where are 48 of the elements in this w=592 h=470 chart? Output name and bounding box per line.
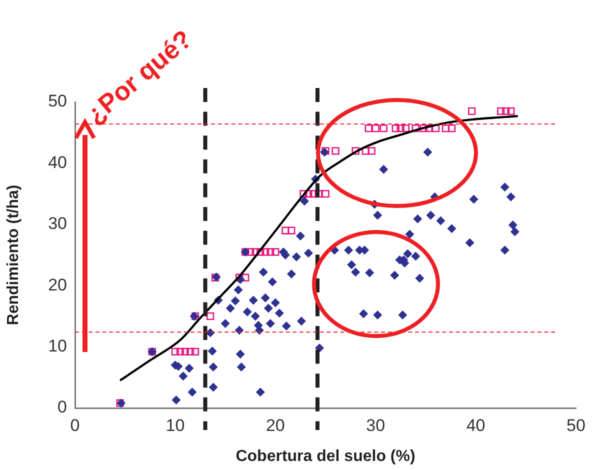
point: [288, 226, 296, 234]
point: [448, 124, 456, 132]
y-tick-label: 50: [48, 92, 67, 111]
point: [497, 107, 505, 116]
point: [412, 124, 420, 132]
x-tick-label: 0: [70, 416, 80, 435]
y-tick-label: 40: [48, 152, 67, 172]
point: [272, 248, 280, 256]
point: [392, 124, 400, 132]
point: [364, 124, 372, 132]
point: [176, 348, 184, 356]
point: [380, 124, 388, 132]
point: [262, 248, 270, 256]
point: [242, 274, 250, 282]
point: [332, 147, 340, 155]
point: [372, 124, 380, 132]
point: [171, 348, 180, 356]
x-tick-label: 20: [266, 416, 285, 435]
point: [502, 107, 510, 116]
point: [442, 124, 450, 132]
x-tick-label: 10: [166, 416, 185, 435]
point: [402, 124, 410, 132]
y-tick-label: 0: [58, 398, 67, 417]
point: [396, 124, 404, 132]
y-tick-label: 10: [48, 336, 67, 356]
point: [368, 147, 376, 155]
y-tick-label: 30: [48, 214, 67, 234]
x-tick-label: 50: [566, 416, 586, 435]
point: [206, 312, 214, 320]
point: [186, 348, 194, 356]
point: [362, 147, 370, 155]
point: [282, 226, 290, 234]
point: [420, 124, 428, 132]
point: [266, 248, 274, 256]
point: [322, 190, 330, 198]
point: [191, 348, 200, 356]
point: [181, 348, 190, 356]
point: [352, 147, 360, 155]
point: [256, 248, 264, 256]
y-tick-label: 20: [48, 275, 67, 294]
x-tick-label: 30: [366, 416, 386, 435]
point: [507, 107, 515, 116]
x-tick-label: 40: [466, 416, 486, 435]
point: [246, 248, 254, 256]
point: [300, 190, 308, 198]
y-axis-title: Rendimiento (t/ha): [5, 184, 22, 326]
point: [468, 107, 476, 116]
x-axis-title: Cobertura del suelo (%): [236, 448, 416, 465]
